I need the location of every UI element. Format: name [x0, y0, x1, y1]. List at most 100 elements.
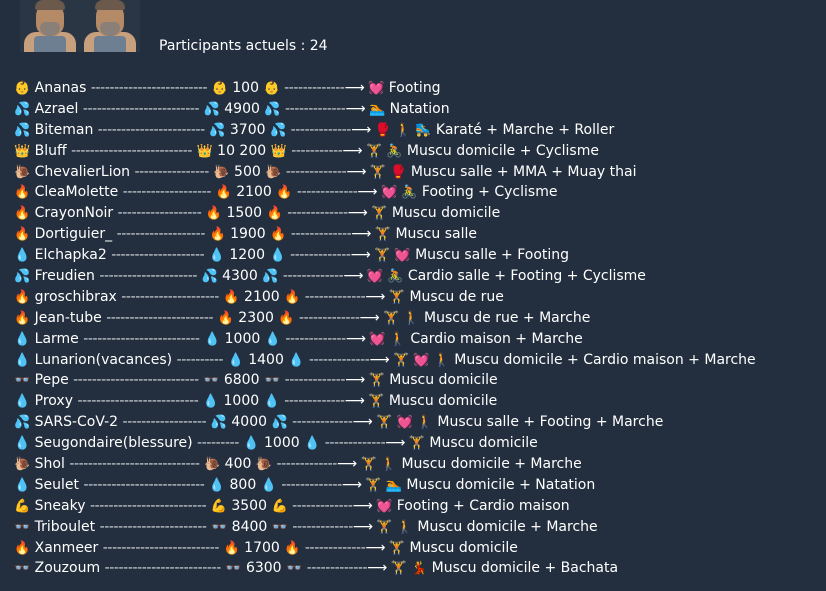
participant-activity: Muscu domicile + Cardio maison + Marche: [454, 351, 756, 368]
participant-name: Seugondaire(blessure): [34, 435, 193, 452]
list-item: 👶 Ananas ------------------------- 👶 100…: [14, 80, 441, 96]
participant-name: Larme: [34, 330, 79, 347]
participant-name: Triboulet: [34, 518, 96, 535]
activity-icons: 🏋: [374, 227, 392, 243]
rank-emoji-icon: 👓: [14, 373, 31, 389]
participant-name: Shol: [34, 456, 65, 473]
participant-name: Dortiguier_: [34, 226, 113, 243]
activity-icons: 🏋: [388, 289, 405, 305]
list-item: 💦 Freudien --------------------- 💦 4300 …: [14, 268, 646, 285]
participant-score: 1200: [229, 247, 265, 264]
participant-activity: Muscu domicile + Marche: [401, 456, 582, 473]
participant-name: groschibrax: [34, 288, 117, 305]
participant-score: 1000: [224, 330, 261, 347]
rank-emoji-icon: 💦: [14, 101, 31, 117]
rank-emoji-icon: 💧: [14, 436, 31, 452]
rank-emoji-icon: 👶: [14, 81, 31, 96]
participant-name: Azrael: [34, 100, 79, 117]
rank-emoji-icon: 💪: [14, 498, 31, 514]
activity-icons: 💓 🚴: [380, 185, 418, 201]
list-item: 💧 Seulet -------------------------- 💧 80…: [14, 476, 596, 493]
participant-name: Biteman: [34, 121, 94, 138]
participant-score: 3500: [231, 497, 267, 514]
participant-name: Ananas: [34, 80, 87, 96]
participant-name: Bluff: [34, 142, 67, 159]
participant-score: 8400: [231, 518, 268, 535]
participant-score: 6800: [223, 372, 260, 389]
activity-icons: 🏋: [408, 436, 425, 452]
list-item: 🐌 Shol ---------------------------- 🐌 40…: [14, 456, 582, 473]
rank-emoji-icon: 💧: [14, 331, 31, 347]
list-item: 💧 Lunarion(vacances) ---------- 💧 1400 💧…: [14, 351, 756, 368]
participant-name: CleaMolette: [34, 184, 119, 201]
rank-emoji-icon: 💦: [14, 122, 31, 138]
participant-name: CrayonNoir: [34, 205, 114, 222]
activity-icons: 🏋 🚴: [365, 143, 403, 159]
rank-emoji-icon: 💧: [14, 477, 31, 493]
list-item: 🔥 Dortiguier_ ------------------- 🔥 1900…: [14, 226, 478, 243]
activity-icons: 🏋 💓 🚶: [376, 415, 433, 431]
participant-score: 1400: [248, 351, 284, 368]
rank-emoji-icon: 🔥: [14, 206, 31, 222]
participant-activity: Karaté + Marche + Roller: [435, 121, 615, 138]
activity-icons: 🥊 🚶 🛼: [374, 122, 432, 138]
list-item: 💧 Proxy -------------------------- 💧 100…: [14, 393, 498, 410]
list-item: 👑 Bluff -------------------------- 👑 10 …: [14, 142, 599, 159]
activity-icons: 🏋: [388, 540, 406, 556]
rank-emoji-icon: 🔥: [14, 227, 31, 243]
participant-name: Pepe: [34, 372, 69, 389]
participant-activity: Muscu domicile: [388, 393, 498, 410]
activity-icons: 💓: [368, 81, 385, 96]
activity-icons: 💓 🚶: [369, 331, 406, 347]
avatar: [80, 0, 140, 52]
participant-score: 4900: [224, 100, 260, 117]
activity-icons: 🏋: [368, 373, 385, 389]
participant-activity: Muscu domicile: [409, 539, 518, 556]
list-item: 💧 Elchapka2 -------------------- 💧 1200 …: [14, 247, 570, 264]
activity-icons: 🏋 🥊: [369, 164, 407, 180]
activity-icons: 🏋 🚶: [376, 519, 413, 535]
rank-emoji-icon: 💦: [14, 269, 31, 285]
participant-activity: Footing: [388, 80, 441, 96]
activity-icons: 🏋 💓 🚶: [392, 352, 450, 368]
banner-image[interactable]: [20, 0, 140, 52]
participant-activity: Muscu domicile: [429, 435, 538, 452]
activity-icons: 💓: [376, 498, 393, 514]
rank-emoji-icon: 🔥: [14, 185, 31, 201]
participant-score: 1000: [264, 435, 300, 452]
participant-score: 1900: [230, 226, 266, 243]
participant-activity: Muscu salle: [395, 226, 478, 243]
participants-list: 👶 Ananas ------------------------- 👶 100…: [14, 78, 814, 579]
participant-score: 10 200: [217, 142, 267, 159]
list-item: 💧 Seugondaire(blessure) --------- 💧 1000…: [14, 435, 538, 452]
activity-icons: 🏋: [371, 206, 388, 222]
participant-score: 800: [229, 476, 257, 493]
rank-emoji-icon: 🐌: [14, 457, 31, 473]
participant-activity: Muscu domicile + Cyclisme: [406, 142, 599, 159]
participant-name: Xanmeer: [34, 539, 99, 556]
participant-score: 1500: [226, 205, 263, 222]
participant-score: 4300: [222, 268, 258, 285]
participant-score: 3700: [229, 121, 266, 138]
participant-score: 1700: [244, 539, 280, 556]
list-item: 💪 Sneaky ------------------------- 💪 350…: [14, 497, 570, 514]
rank-emoji-icon: 👓: [14, 519, 31, 535]
list-item: 🔥 groschibrax --------------------- 🔥 21…: [14, 288, 504, 305]
participant-activity: Footing + Cardio maison: [396, 497, 570, 514]
participant-name: Sneaky: [34, 497, 86, 514]
list-item: 🔥 CrayonNoir ------------------ 🔥 1500 🔥…: [14, 205, 501, 222]
list-item: 🔥 Jean-tube ----------------------- 🔥 23…: [14, 309, 591, 326]
participant-activity: Muscu de rue: [409, 288, 504, 305]
rank-emoji-icon: 💧: [14, 352, 31, 368]
participant-activity: Muscu domicile: [389, 372, 498, 389]
activity-icons: 💓 🚴: [366, 269, 404, 285]
list-item: 👓 Triboulet ----------------------- 👓 84…: [14, 518, 598, 535]
participant-activity: Footing + Cyclisme: [421, 184, 558, 201]
participant-score: 400: [224, 456, 252, 473]
activity-icons: 🏋 🏊: [365, 477, 402, 493]
participant-score: 6300: [245, 560, 282, 577]
rank-emoji-icon: 💧: [14, 394, 31, 410]
rank-emoji-icon: 👓: [14, 561, 31, 577]
activity-icons: 🏋: [368, 394, 385, 410]
list-item: 🔥 CleaMolette ------------------- 🔥 2100…: [14, 184, 558, 201]
